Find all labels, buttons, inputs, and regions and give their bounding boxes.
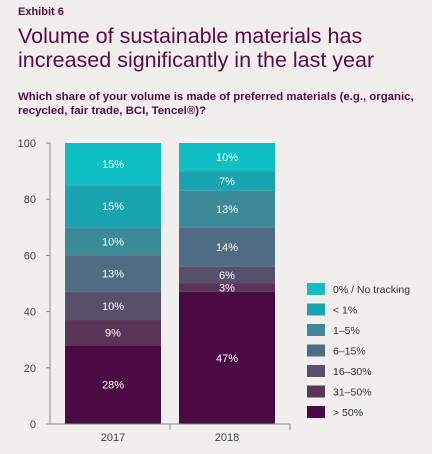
bar-segment [179, 283, 275, 292]
legend-label: 1–5% [333, 325, 360, 337]
bar-data-label: 13% [216, 204, 238, 216]
bar-segment [179, 266, 275, 284]
chart-title: Volume of sustainable materials has incr… [18, 24, 375, 72]
bar-data-label: 9% [105, 328, 121, 340]
x-tick-label: 2017 [101, 432, 125, 444]
legend-label: > 50% [333, 407, 363, 419]
legend-label: 16–30% [333, 366, 372, 378]
bar-data-label: 6% [219, 270, 235, 282]
bar-data-label: 10% [216, 152, 238, 164]
y-tick-label: 40 [24, 307, 36, 319]
chart-subtitle: Which share of your volume is made of pr… [18, 91, 414, 117]
bar-segment [65, 345, 161, 424]
bar-segment [65, 320, 161, 346]
y-tick-label: 80 [24, 194, 36, 206]
bar-segment [65, 227, 161, 256]
legend-label: < 1% [333, 305, 357, 317]
legend-label: 31–50% [333, 387, 372, 399]
bar-segment [65, 255, 161, 292]
legend-swatch [307, 406, 325, 418]
bar-data-label: 14% [216, 242, 238, 254]
legend-label: 6–15% [333, 346, 366, 358]
bar-data-label: 15% [102, 159, 124, 171]
legend-label: 0% / No tracking [333, 284, 410, 296]
bar-segment [65, 291, 161, 321]
bar-segment [179, 291, 275, 424]
bar-data-label: 13% [102, 269, 124, 281]
bar-data-label: 3% [219, 283, 235, 295]
bar-segment [179, 190, 275, 228]
legend-swatch [307, 365, 325, 377]
legend-swatch [307, 385, 325, 398]
bar-segment [65, 185, 161, 228]
y-tick-label: 100 [18, 138, 36, 150]
legend-swatch [307, 344, 325, 357]
bar-data-label: 28% [102, 380, 124, 392]
bar-segment [65, 143, 161, 186]
bar-segment [179, 227, 275, 267]
legend-swatch [307, 324, 325, 336]
legend-swatch [307, 303, 325, 316]
y-tick-label: 60 [24, 250, 36, 262]
bar-data-label: 10% [102, 301, 124, 313]
x-tick-label: 2018 [215, 432, 239, 444]
bar-data-label: 15% [102, 201, 124, 213]
y-tick-label: 0 [30, 419, 36, 431]
bar-data-label: 47% [216, 353, 238, 365]
bar-segment [179, 143, 275, 172]
bar-segment [179, 171, 275, 191]
bar-data-label: 10% [102, 236, 124, 248]
legend-swatch [307, 283, 325, 295]
y-tick-label: 20 [24, 363, 36, 375]
exhibit-label: Exhibit 6 [18, 6, 64, 18]
bar-data-label: 7% [219, 176, 235, 188]
